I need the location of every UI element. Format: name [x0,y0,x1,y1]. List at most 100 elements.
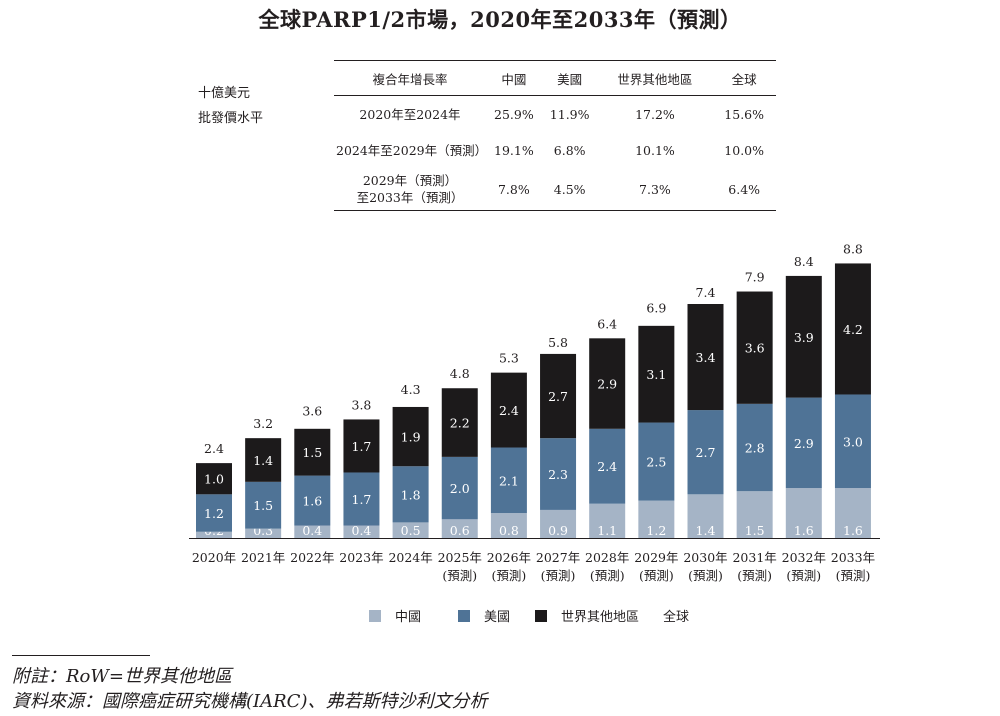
legend-label-row-world: 世界其他地區 [561,610,640,625]
bar-data-label: 2.4 [499,403,519,418]
bar-segment-row-world [589,338,626,429]
bar-segment-us [343,472,380,526]
bar-total-label: 5.3 [499,351,519,366]
cagr-header-us: 美國 [557,71,583,87]
x-tick-sublabel: (預測) [442,568,477,583]
bar-segment-us [540,438,577,510]
bar-segment-row-world [687,304,724,411]
cagr-value-cell: 6.8% [553,142,586,158]
bar-segment-us [834,394,871,489]
legend-item-china: 中國 [369,606,421,625]
x-tick-sublabel: (預測) [688,568,723,583]
bar-segment-us [196,494,232,532]
cagr-header-period: 複合年增長率 [372,71,448,87]
x-tick-label: 2030年 [683,550,727,565]
bar-data-label: 1.0 [204,472,224,487]
bar-total-label: 3.8 [352,397,372,412]
bar-data-label: 1.6 [843,523,863,538]
cagr-value-cell: 10.1% [635,142,675,158]
bar-data-label: 2.3 [548,467,568,482]
bar-segment-china [245,528,282,538]
x-tick-sublabel: (預測) [786,568,821,583]
bar-segment-china [589,503,626,538]
bar-data-label: 1.7 [352,492,372,507]
bar-data-label: 0.5 [401,523,421,538]
cagr-period-line: 2024年至2029年（預測） [336,142,488,158]
cagr-period-line: 2029年（預測） [362,173,458,188]
x-tick-label: 2020年 [192,550,236,565]
bar-data-label: 1.9 [401,430,421,445]
bar-data-label: 1.2 [204,506,224,521]
bar-data-label: 1.5 [253,498,273,513]
bar-segment-row-world [343,419,380,473]
bar-data-label: 3.1 [646,367,666,382]
bar-segment-china [834,488,871,538]
x-tick-sublabel: (預測) [836,568,871,583]
bar-segment-row-world [392,406,429,467]
bar-segment-row-world [638,325,675,423]
bar-data-label: 1.6 [302,494,322,509]
bar-segment-row-world [834,263,871,395]
cagr-header-row-world: 世界其他地區 [617,71,693,87]
x-tick-sublabel: (預測) [492,568,527,583]
bar-segment-row-world [785,275,822,398]
x-tick-label: 2033年 [831,550,875,565]
x-tick-sublabel: (預測) [639,568,674,583]
bar-total-label: 6.9 [646,301,666,316]
legend-item-global: 全球 [663,606,689,625]
bar-total-label: 8.8 [843,241,863,256]
cagr-row: 2020年至2024年 25.9% 11.9% 17.2% 15.6% [334,96,776,133]
cagr-value-cell: 25.9% [494,106,534,122]
unit-label-price-level: 批發價水平 [198,111,264,126]
bar-total-label: 6.4 [597,316,617,331]
legend-swatch-china [369,609,381,622]
x-tick-label: 2029年 [634,550,678,565]
bar-data-label: 1.5 [745,523,765,538]
bar-segment-china [294,525,331,538]
x-tick-label: 2022年 [290,550,334,565]
bar-data-label: 2.5 [646,455,666,470]
bar-data-label: 2.9 [597,377,617,392]
bar-data-label: 1.8 [401,487,421,502]
bar-segment-row-world [490,372,527,448]
bar-segment-us [589,428,626,504]
bar-data-label: 2.2 [450,416,470,431]
bar-segment-china [392,522,429,538]
bar-segment-us [687,410,724,495]
bar-segment-china [343,525,380,538]
bar-total-label: 2.4 [204,441,224,456]
bar-segment-china [687,494,724,538]
legend-item-us: 美國 [458,606,510,625]
bar-total-label: 3.2 [253,416,273,431]
bar-segment-us [490,447,527,514]
x-tick-sublabel: (預測) [590,568,625,583]
x-tick-label: 2023年 [339,550,383,565]
bar-data-label: 0.8 [499,523,519,538]
bar-segment-china [490,513,527,538]
cagr-row: 2029年（預測） 至2033年（預測） 7.8% 4.5% 7.3% 6.4% [334,168,776,211]
cagr-row: 2024年至2029年（預測） 19.1% 6.8% 10.1% 10.0% [334,132,776,168]
bar-data-label: 2.7 [696,445,716,460]
bar-data-label: 0.4 [302,523,322,538]
bar-total-label: 4.8 [450,366,470,381]
bar-segment-us [392,466,429,523]
cagr-period-cell: 2024年至2029年（預測） [334,132,488,168]
bar-data-label: 1.7 [352,439,372,454]
bar-data-label: 0.9 [548,523,568,538]
bar-data-label: 3.9 [794,330,814,345]
bar-data-label: 1.2 [646,523,666,538]
legend-swatch-us [458,609,470,622]
cagr-value-cell: 19.1% [494,142,534,158]
bar-segment-us [294,475,331,526]
cagr-period-line: 至2033年（預測） [356,190,464,205]
x-tick-label: 2026年 [487,550,531,565]
bar-total-label: 4.3 [401,382,421,397]
legend-label-china: 中國 [395,610,422,625]
bar-total-label: 3.6 [302,404,322,419]
bar-segment-china [540,509,577,538]
bar-data-label: 0.6 [450,523,470,538]
bar-segment-row-world [245,438,282,482]
bar-segment-row-world [294,428,331,476]
bar-total-label: 8.4 [794,254,814,269]
cagr-period-cell: 2020年至2024年 [334,96,486,133]
